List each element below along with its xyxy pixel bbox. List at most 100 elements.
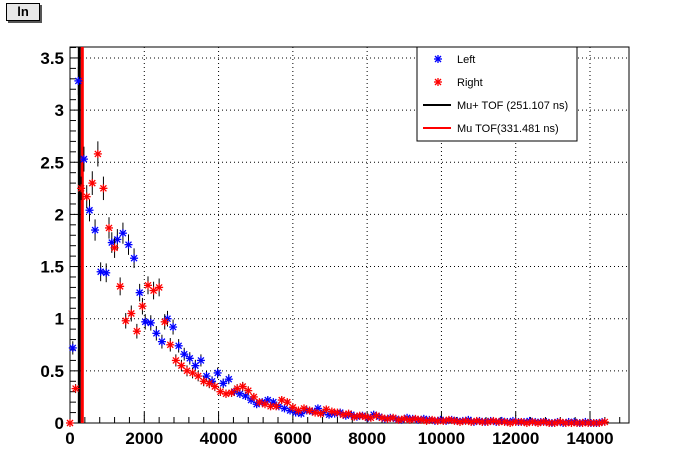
star-stroke: [567, 419, 575, 427]
right-data-point: [149, 281, 158, 300]
star-stroke: [200, 377, 208, 385]
right-data-point: [71, 384, 80, 394]
left-data-point: [118, 222, 127, 244]
right-data-point: [439, 416, 448, 425]
x-tick-label: 10000: [418, 429, 465, 448]
right-data-point: [116, 277, 125, 296]
left-data-point: [196, 354, 205, 367]
right-data-point: [361, 412, 370, 421]
star-stroke: [400, 415, 408, 423]
right-data-point: [355, 411, 364, 420]
left-data-point: [130, 248, 139, 269]
star-stroke: [445, 416, 453, 424]
star-stroke: [141, 318, 149, 326]
y-tick-label: 3: [55, 101, 64, 120]
star-stroke: [136, 289, 144, 297]
left-data-point: [91, 219, 100, 241]
right-data-point: [483, 417, 492, 426]
legend-label: Mu TOF(331.481 ns): [457, 123, 559, 135]
star-stroke: [166, 341, 174, 349]
right-data-point: [522, 419, 531, 427]
star-stroke: [72, 385, 80, 393]
star-stroke: [281, 404, 288, 412]
legend-label: Left: [457, 54, 475, 66]
right-data-point: [316, 409, 325, 418]
right-data-point: [155, 278, 164, 297]
star-stroke: [239, 383, 247, 390]
star-stroke: [161, 318, 169, 326]
right-data-point: [138, 297, 147, 315]
right-data-point: [327, 407, 336, 416]
right-data-point: [177, 359, 186, 372]
legend: Left Right Mu+ TOF (251.107 ns) Mu TOF(331.…: [416, 46, 578, 142]
right-data-point: [383, 414, 392, 423]
star-stroke: [69, 344, 77, 352]
left-data-point: [79, 146, 88, 172]
star-stroke: [595, 419, 603, 427]
star-stroke: [183, 367, 191, 375]
right-data-point: [272, 402, 281, 411]
right-data-point: [210, 381, 219, 392]
star-stroke: [111, 244, 119, 252]
star-stroke: [506, 419, 514, 427]
right-data-point: [417, 415, 425, 424]
star-stroke: [512, 418, 520, 426]
star-stroke: [66, 419, 74, 427]
star-stroke: [74, 77, 82, 85]
star-stroke: [411, 415, 419, 423]
left-data-point: [157, 334, 166, 349]
star-stroke: [345, 410, 353, 418]
right-data-point: [472, 416, 481, 425]
star-stroke: [361, 413, 369, 421]
star-stroke: [311, 409, 319, 417]
star-stroke: [169, 323, 177, 331]
star-stroke: [467, 418, 475, 426]
right-data-point: [350, 412, 359, 421]
right-data-point: [567, 419, 576, 427]
star-stroke: [534, 419, 542, 427]
star-stroke: [122, 317, 130, 325]
star-stroke: [158, 338, 166, 346]
star-stroke: [242, 392, 249, 400]
left-data-point: [174, 339, 183, 353]
star-stroke: [91, 226, 99, 234]
star-stroke: [130, 254, 138, 262]
y-tick-label: 2.5: [40, 153, 64, 172]
right-data-point: [93, 141, 102, 167]
x-tick-label: 0: [65, 429, 74, 448]
star-stroke: [378, 414, 386, 422]
right-data-point: [249, 392, 258, 401]
star-stroke: [423, 417, 431, 425]
left-data-point: [191, 359, 200, 372]
right-data-point: [528, 417, 537, 426]
left-data-point: [180, 347, 189, 361]
star-stroke: [328, 408, 336, 415]
right-data-point: [500, 417, 509, 426]
right-data-point: [467, 417, 476, 426]
left-data-point: [152, 326, 161, 341]
star-stroke: [517, 418, 525, 426]
legend-entry-line: Mu+ TOF (251.107 ns): [423, 100, 568, 112]
star-stroke: [478, 418, 486, 426]
legend-entry-left: Left: [434, 54, 475, 66]
star-stroke: [88, 179, 96, 187]
star-stroke: [495, 418, 503, 426]
left-data-point: [107, 232, 116, 253]
right-data-point: [222, 389, 230, 398]
star-stroke: [272, 402, 280, 410]
star-stroke: [133, 327, 141, 335]
star-stroke: [236, 390, 244, 398]
star-stroke: [384, 415, 392, 423]
star-stroke: [540, 418, 548, 426]
star-stroke: [125, 241, 132, 249]
star-stroke: [261, 400, 269, 408]
right-data-point: [595, 419, 604, 427]
right-data-point: [344, 409, 353, 418]
star-stroke: [119, 229, 127, 237]
star-stroke: [434, 78, 442, 86]
right-data-point: [244, 386, 253, 396]
ln-toggle-button[interactable]: ln: [6, 3, 40, 21]
star-stroke: [450, 417, 458, 425]
star-stroke: [579, 419, 587, 427]
